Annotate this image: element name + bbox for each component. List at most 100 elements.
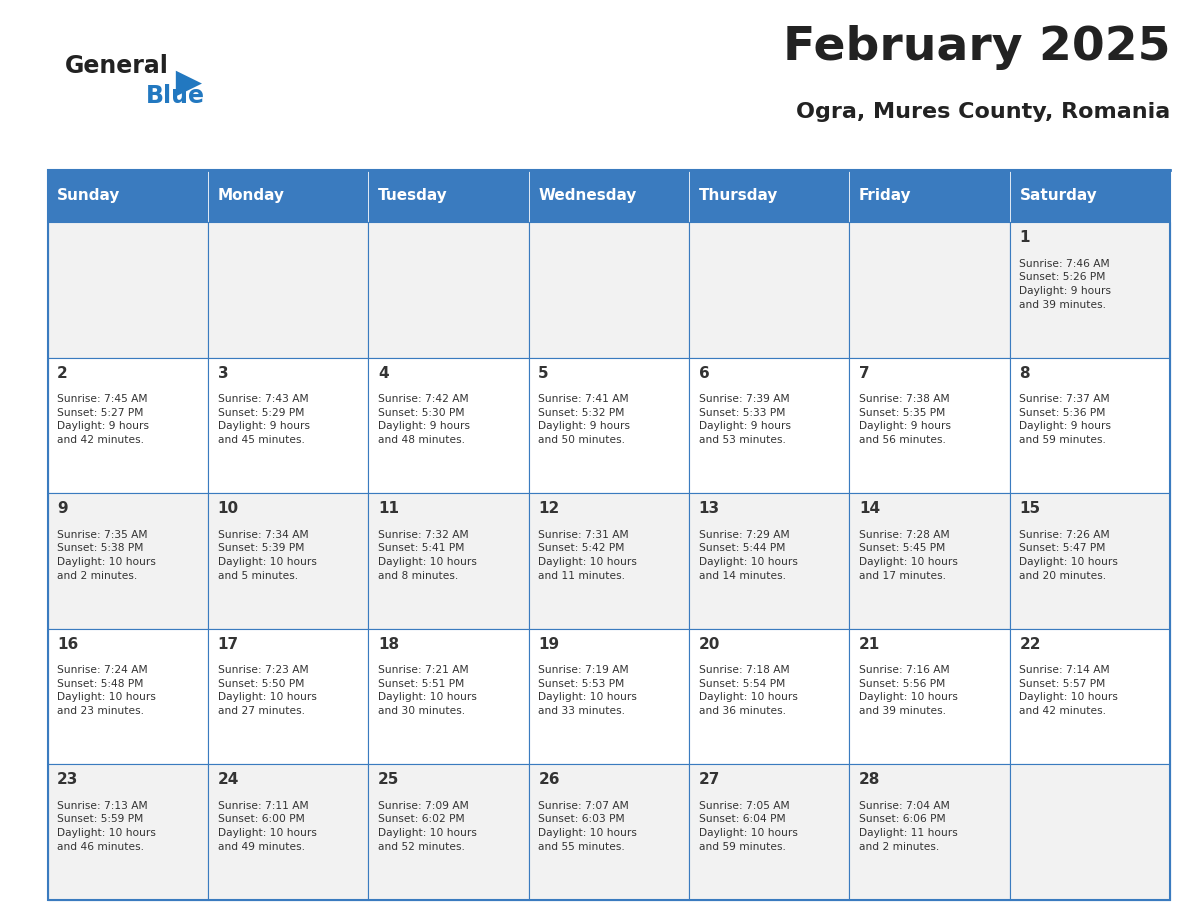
Polygon shape <box>176 71 202 96</box>
Text: Wednesday: Wednesday <box>538 188 637 204</box>
Text: Sunrise: 7:19 AM
Sunset: 5:53 PM
Daylight: 10 hours
and 33 minutes.: Sunrise: 7:19 AM Sunset: 5:53 PM Dayligh… <box>538 666 637 716</box>
Text: Sunrise: 7:16 AM
Sunset: 5:56 PM
Daylight: 10 hours
and 39 minutes.: Sunrise: 7:16 AM Sunset: 5:56 PM Dayligh… <box>859 666 958 716</box>
Bar <box>1010 493 1170 629</box>
Text: Sunrise: 7:24 AM
Sunset: 5:48 PM
Daylight: 10 hours
and 23 minutes.: Sunrise: 7:24 AM Sunset: 5:48 PM Dayligh… <box>57 666 156 716</box>
Text: Sunrise: 7:38 AM
Sunset: 5:35 PM
Daylight: 9 hours
and 56 minutes.: Sunrise: 7:38 AM Sunset: 5:35 PM Dayligh… <box>859 394 952 445</box>
Text: Sunrise: 7:14 AM
Sunset: 5:57 PM
Daylight: 10 hours
and 42 minutes.: Sunrise: 7:14 AM Sunset: 5:57 PM Dayligh… <box>1019 666 1118 716</box>
Text: 8: 8 <box>1019 365 1030 381</box>
Text: 15: 15 <box>1019 501 1041 516</box>
Bar <box>208 222 368 358</box>
Bar <box>849 493 1010 629</box>
Text: 18: 18 <box>378 637 399 652</box>
Bar <box>1010 629 1170 764</box>
Text: 26: 26 <box>538 772 560 788</box>
Text: 3: 3 <box>217 365 228 381</box>
Bar <box>849 222 1010 358</box>
Text: 23: 23 <box>57 772 78 788</box>
Bar <box>529 222 689 358</box>
Bar <box>1010 170 1170 222</box>
Text: Sunday: Sunday <box>57 188 120 204</box>
Bar <box>48 493 208 629</box>
Text: Friday: Friday <box>859 188 911 204</box>
Bar <box>48 764 208 900</box>
Text: Sunrise: 7:18 AM
Sunset: 5:54 PM
Daylight: 10 hours
and 36 minutes.: Sunrise: 7:18 AM Sunset: 5:54 PM Dayligh… <box>699 666 797 716</box>
Text: Sunrise: 7:31 AM
Sunset: 5:42 PM
Daylight: 10 hours
and 11 minutes.: Sunrise: 7:31 AM Sunset: 5:42 PM Dayligh… <box>538 530 637 580</box>
Bar <box>1010 358 1170 493</box>
Text: 22: 22 <box>1019 637 1041 652</box>
Text: Sunrise: 7:45 AM
Sunset: 5:27 PM
Daylight: 9 hours
and 42 minutes.: Sunrise: 7:45 AM Sunset: 5:27 PM Dayligh… <box>57 394 150 445</box>
Text: Sunrise: 7:32 AM
Sunset: 5:41 PM
Daylight: 10 hours
and 8 minutes.: Sunrise: 7:32 AM Sunset: 5:41 PM Dayligh… <box>378 530 476 580</box>
Bar <box>208 629 368 764</box>
Text: Thursday: Thursday <box>699 188 778 204</box>
Bar <box>689 358 849 493</box>
Text: Tuesday: Tuesday <box>378 188 448 204</box>
Text: February 2025: February 2025 <box>783 25 1170 71</box>
Text: Monday: Monday <box>217 188 284 204</box>
Text: Sunrise: 7:29 AM
Sunset: 5:44 PM
Daylight: 10 hours
and 14 minutes.: Sunrise: 7:29 AM Sunset: 5:44 PM Dayligh… <box>699 530 797 580</box>
Bar <box>529 629 689 764</box>
Bar <box>368 629 529 764</box>
Text: Sunrise: 7:42 AM
Sunset: 5:30 PM
Daylight: 9 hours
and 48 minutes.: Sunrise: 7:42 AM Sunset: 5:30 PM Dayligh… <box>378 394 470 445</box>
Text: 5: 5 <box>538 365 549 381</box>
Bar <box>689 493 849 629</box>
Bar <box>849 764 1010 900</box>
Bar <box>48 222 208 358</box>
Text: Sunrise: 7:39 AM
Sunset: 5:33 PM
Daylight: 9 hours
and 53 minutes.: Sunrise: 7:39 AM Sunset: 5:33 PM Dayligh… <box>699 394 791 445</box>
Bar <box>689 170 849 222</box>
Bar <box>689 629 849 764</box>
Text: Sunrise: 7:04 AM
Sunset: 6:06 PM
Daylight: 11 hours
and 2 minutes.: Sunrise: 7:04 AM Sunset: 6:06 PM Dayligh… <box>859 800 958 852</box>
Bar <box>529 493 689 629</box>
Bar <box>689 222 849 358</box>
Text: Sunrise: 7:37 AM
Sunset: 5:36 PM
Daylight: 9 hours
and 59 minutes.: Sunrise: 7:37 AM Sunset: 5:36 PM Dayligh… <box>1019 394 1112 445</box>
Bar <box>529 358 689 493</box>
Text: 27: 27 <box>699 772 720 788</box>
Text: 1: 1 <box>1019 230 1030 245</box>
Bar <box>849 358 1010 493</box>
Text: Blue: Blue <box>146 84 206 108</box>
Bar <box>1010 764 1170 900</box>
Bar <box>208 170 368 222</box>
Bar <box>689 764 849 900</box>
Text: 12: 12 <box>538 501 560 516</box>
Text: 20: 20 <box>699 637 720 652</box>
Text: 21: 21 <box>859 637 880 652</box>
Text: Sunrise: 7:41 AM
Sunset: 5:32 PM
Daylight: 9 hours
and 50 minutes.: Sunrise: 7:41 AM Sunset: 5:32 PM Dayligh… <box>538 394 631 445</box>
Bar <box>529 170 689 222</box>
Bar <box>1010 222 1170 358</box>
Bar <box>208 358 368 493</box>
Text: 19: 19 <box>538 637 560 652</box>
Text: Sunrise: 7:46 AM
Sunset: 5:26 PM
Daylight: 9 hours
and 39 minutes.: Sunrise: 7:46 AM Sunset: 5:26 PM Dayligh… <box>1019 259 1112 309</box>
Text: 4: 4 <box>378 365 388 381</box>
Text: 13: 13 <box>699 501 720 516</box>
Text: 16: 16 <box>57 637 78 652</box>
Text: Ogra, Mures County, Romania: Ogra, Mures County, Romania <box>796 102 1170 122</box>
Bar <box>849 170 1010 222</box>
Bar <box>529 764 689 900</box>
Text: 2: 2 <box>57 365 68 381</box>
Text: 6: 6 <box>699 365 709 381</box>
Bar <box>368 764 529 900</box>
Text: Sunrise: 7:35 AM
Sunset: 5:38 PM
Daylight: 10 hours
and 2 minutes.: Sunrise: 7:35 AM Sunset: 5:38 PM Dayligh… <box>57 530 156 580</box>
Text: 24: 24 <box>217 772 239 788</box>
Text: Sunrise: 7:28 AM
Sunset: 5:45 PM
Daylight: 10 hours
and 17 minutes.: Sunrise: 7:28 AM Sunset: 5:45 PM Dayligh… <box>859 530 958 580</box>
Text: 28: 28 <box>859 772 880 788</box>
Text: Sunrise: 7:43 AM
Sunset: 5:29 PM
Daylight: 9 hours
and 45 minutes.: Sunrise: 7:43 AM Sunset: 5:29 PM Dayligh… <box>217 394 310 445</box>
Text: 14: 14 <box>859 501 880 516</box>
Text: Sunrise: 7:05 AM
Sunset: 6:04 PM
Daylight: 10 hours
and 59 minutes.: Sunrise: 7:05 AM Sunset: 6:04 PM Dayligh… <box>699 800 797 852</box>
Text: 17: 17 <box>217 637 239 652</box>
Text: Saturday: Saturday <box>1019 188 1098 204</box>
Text: Sunrise: 7:21 AM
Sunset: 5:51 PM
Daylight: 10 hours
and 30 minutes.: Sunrise: 7:21 AM Sunset: 5:51 PM Dayligh… <box>378 666 476 716</box>
Text: Sunrise: 7:11 AM
Sunset: 6:00 PM
Daylight: 10 hours
and 49 minutes.: Sunrise: 7:11 AM Sunset: 6:00 PM Dayligh… <box>217 800 316 852</box>
Bar <box>48 170 208 222</box>
Bar <box>368 493 529 629</box>
Bar <box>368 170 529 222</box>
Bar <box>368 222 529 358</box>
Text: 25: 25 <box>378 772 399 788</box>
Text: 9: 9 <box>57 501 68 516</box>
Bar <box>208 764 368 900</box>
Text: 10: 10 <box>217 501 239 516</box>
Text: Sunrise: 7:13 AM
Sunset: 5:59 PM
Daylight: 10 hours
and 46 minutes.: Sunrise: 7:13 AM Sunset: 5:59 PM Dayligh… <box>57 800 156 852</box>
Text: 7: 7 <box>859 365 870 381</box>
Text: Sunrise: 7:09 AM
Sunset: 6:02 PM
Daylight: 10 hours
and 52 minutes.: Sunrise: 7:09 AM Sunset: 6:02 PM Dayligh… <box>378 800 476 852</box>
Bar <box>208 493 368 629</box>
